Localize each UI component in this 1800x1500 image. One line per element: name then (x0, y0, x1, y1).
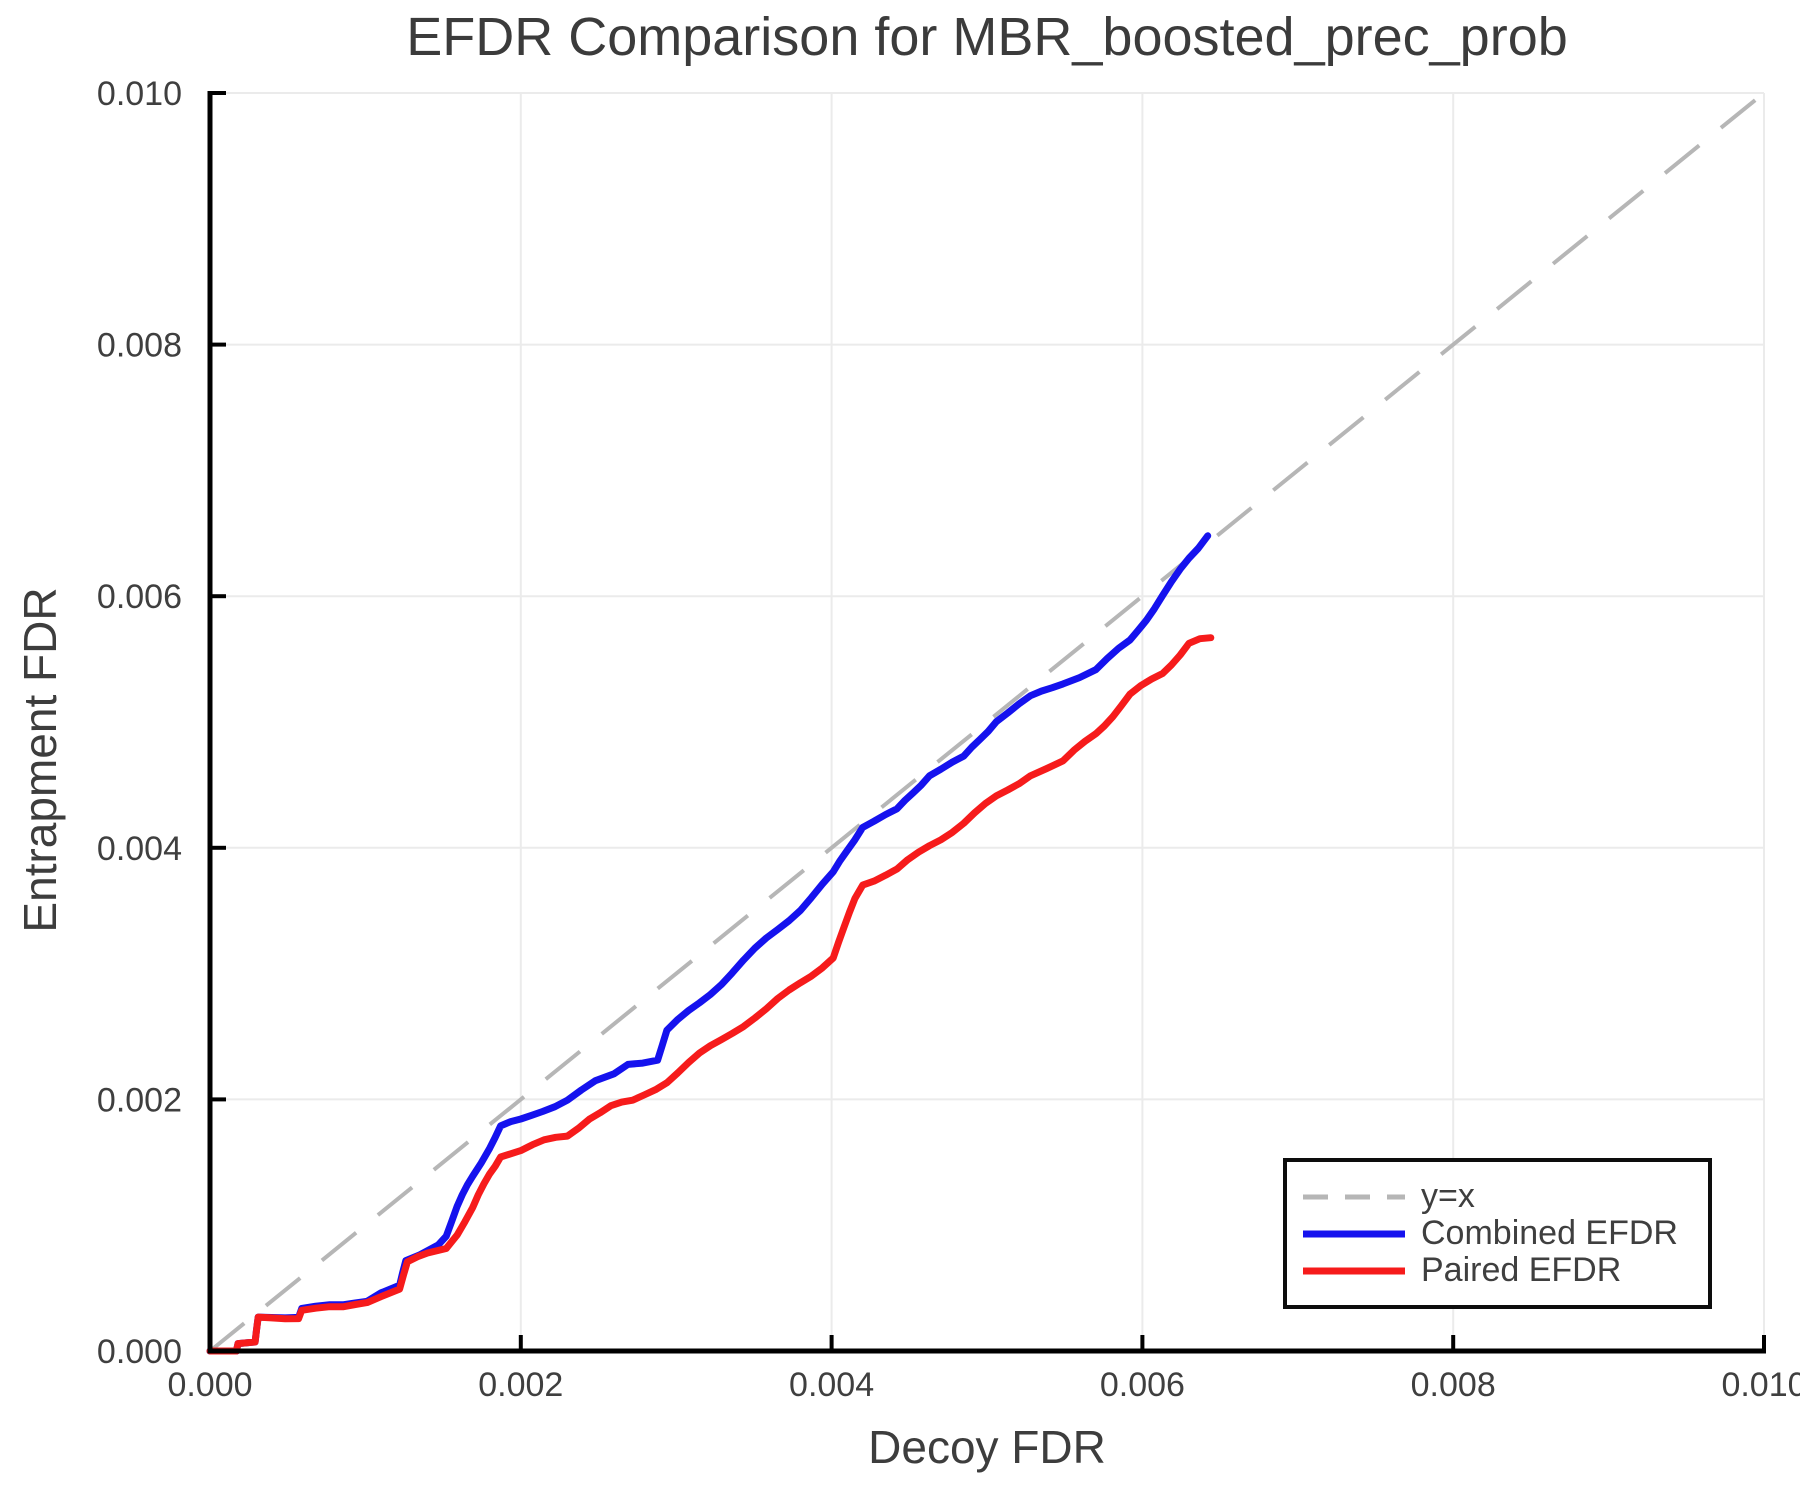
y-tick-label: 0.002 (97, 1081, 182, 1119)
legend-sample-dashed-line (1303, 1194, 1405, 1199)
y-tick-label: 0.000 (97, 1333, 182, 1371)
x-tick-label: 0.004 (789, 1366, 874, 1404)
legend-sample-paired-line (1303, 1267, 1405, 1274)
x-tick-label: 0.002 (478, 1366, 563, 1404)
y-tick-label: 0.006 (97, 578, 182, 616)
legend-label: y=x (1421, 1177, 1475, 1215)
series-line-combined-efdr (206, 532, 1212, 1355)
y-tick-label: 0.008 (97, 327, 182, 365)
legend-sample-combined-line (1303, 1230, 1405, 1237)
legend-label: Combined EFDR (1421, 1214, 1678, 1252)
series-line-paired-efdr (206, 634, 1215, 1355)
x-tick-label: 0.008 (1411, 1366, 1496, 1404)
identity-line (208, 91, 1766, 1353)
x-tick-label: 0.006 (1100, 1366, 1185, 1404)
y-tick-label: 0.010 (97, 75, 182, 113)
y-axis-title-text: Entrapment FDR (14, 587, 66, 933)
legend-label: Paired EFDR (1421, 1251, 1622, 1289)
y-tick-label: 0.004 (97, 830, 182, 868)
legend-item-combined: Combined EFDR (1301, 1215, 1708, 1252)
x-axis-title: Decoy FDR (868, 1421, 1106, 1473)
legend: y=x Combined EFDR Paired EFDR (1283, 1158, 1712, 1309)
legend-item-paired: Paired EFDR (1301, 1252, 1708, 1289)
legend-item-yx: y=x (1301, 1178, 1708, 1215)
x-tick-label: 0.000 (167, 1366, 252, 1404)
chart-title: EFDR Comparison for MBR_boosted_prec_pro… (406, 7, 1568, 67)
x-tick-label: 0.010 (1721, 1366, 1800, 1404)
